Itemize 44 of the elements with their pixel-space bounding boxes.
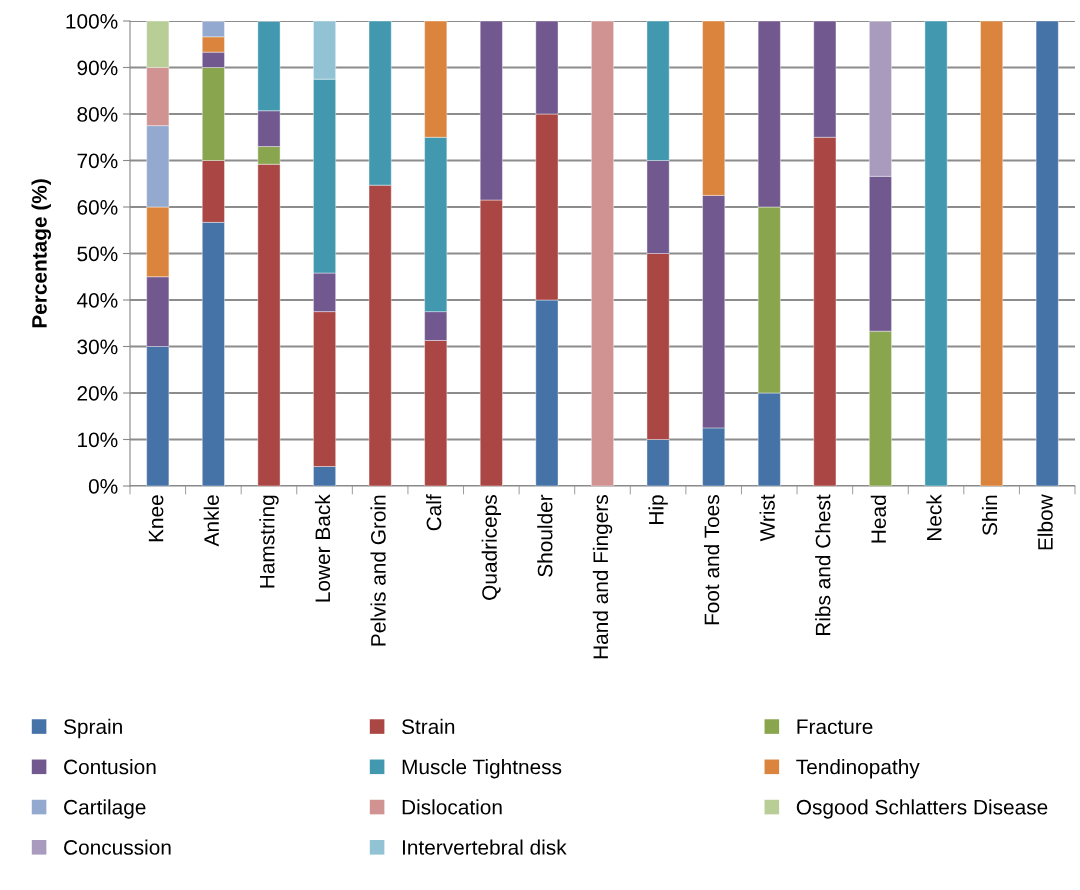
y-tick-label: 10% — [78, 432, 118, 448]
y-tick-label: 100% — [66, 14, 118, 29]
y-tick-label: 0% — [88, 479, 118, 494]
x-tick-label: Ankle — [203, 495, 219, 547]
legend-label: Osgood Schlatters Disease — [796, 799, 1048, 819]
y-tick-label: 30% — [77, 339, 118, 355]
x-tick-label: Foot and Toes — [703, 495, 720, 625]
legend-label: Intervertebral disk — [402, 839, 567, 855]
legend-label: Fracture — [797, 719, 873, 735]
legend-label: Concussion — [64, 839, 171, 855]
x-tick-label: Ribs and Chest — [815, 494, 831, 636]
x-tick-label: Head — [870, 495, 887, 543]
x-tick-label: Pelvis and Groin — [370, 495, 386, 646]
bar — [980, 21, 1003, 486]
x-tick-label: Shoulder — [537, 494, 553, 577]
y-tick-label: 70% — [77, 153, 118, 169]
y-tick-label: 60% — [77, 200, 118, 215]
y-tick-label: 80% — [77, 107, 118, 122]
x-tick-label: Lower Back — [314, 494, 331, 602]
x-tick-label: Quadriceps — [481, 495, 502, 600]
x-tick-label: Hamstring — [259, 495, 279, 588]
legend-label: Muscle Tightness — [402, 759, 562, 779]
x-tick-label: Shin — [981, 495, 998, 536]
x-tick-label: Hip — [648, 495, 668, 524]
x-tick-label: Wrist — [759, 494, 775, 542]
legend-label: Contusion — [64, 759, 156, 775]
x-tick-label: Neck — [926, 494, 942, 541]
x-tick-label: Knee — [148, 495, 164, 542]
y-tick-label: 90% — [77, 60, 118, 76]
legend-label: Dislocation — [402, 799, 502, 815]
y-tick-label: 40% — [76, 293, 118, 308]
bar — [591, 21, 614, 486]
legend-label: Sprain — [63, 718, 122, 739]
x-tick-label: Hand and Fingers — [592, 495, 613, 659]
bar — [1035, 21, 1059, 486]
legend-label: Strain — [402, 718, 455, 735]
x-tick-label: Elbow — [1037, 494, 1053, 550]
bar — [924, 21, 948, 486]
y-tick-label: 20% — [77, 386, 118, 401]
y-axis-title: Percentage (%) — [31, 179, 52, 328]
legend-label: Cartilage — [64, 799, 146, 819]
legend-label: Tendinopathy — [796, 759, 920, 779]
y-tick-label: 50% — [77, 246, 118, 262]
x-tick-label: Calf — [426, 494, 442, 531]
